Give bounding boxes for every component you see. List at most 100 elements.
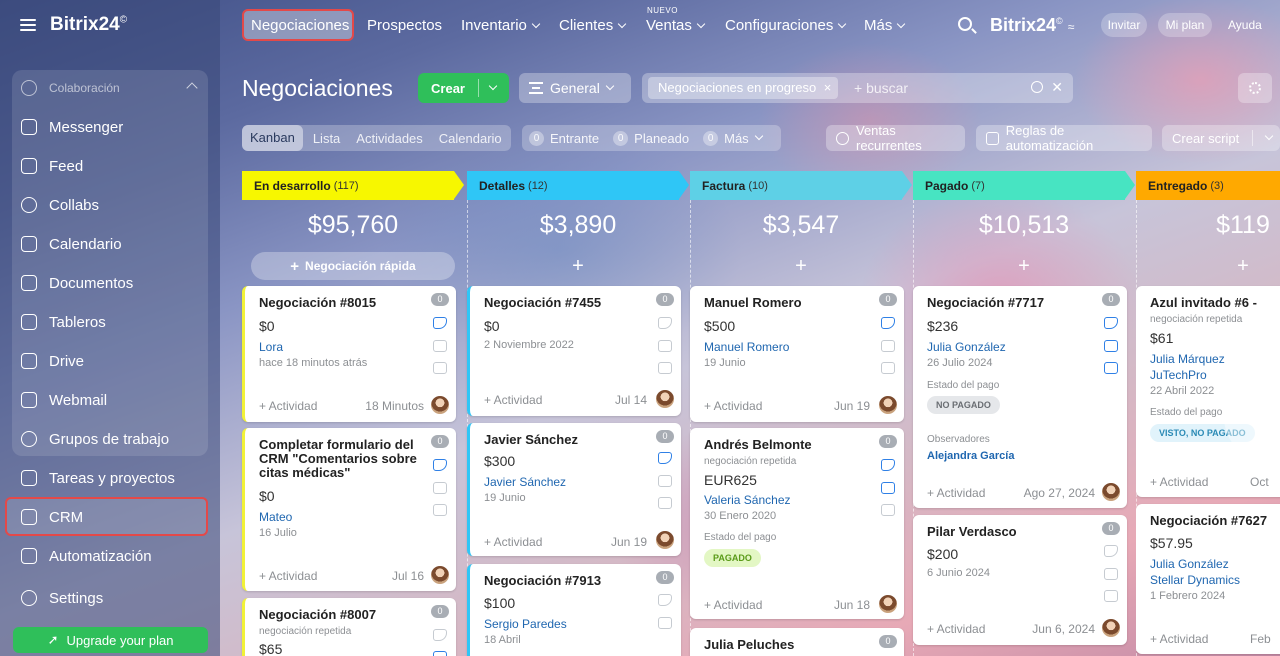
add-deal-button[interactable]: + bbox=[690, 256, 912, 277]
view-lista[interactable]: Lista bbox=[312, 130, 341, 146]
deal-card[interactable]: Negociación #7913 0 $100 Sergio Paredes … bbox=[467, 564, 681, 656]
sidebar-group-header[interactable]: Colaboración bbox=[12, 70, 208, 106]
avatar[interactable] bbox=[431, 396, 449, 414]
add-activity-link[interactable]: + Actividad bbox=[927, 622, 986, 636]
company-link[interactable]: Stellar Dynamics bbox=[1150, 573, 1241, 587]
counter-planeado[interactable]: 0 Planeado bbox=[613, 130, 689, 146]
mail-icon[interactable] bbox=[433, 340, 447, 352]
tab-clientes[interactable]: Clientes bbox=[559, 17, 627, 34]
phone-icon[interactable] bbox=[433, 317, 447, 329]
counter-entrante[interactable]: 0 Entrante bbox=[529, 130, 599, 146]
phone-icon[interactable] bbox=[433, 459, 447, 471]
help-link[interactable]: Ayuda bbox=[1228, 18, 1262, 32]
company-link[interactable]: JuTechPro bbox=[1150, 368, 1207, 382]
add-activity-link[interactable]: + Actividad bbox=[484, 535, 543, 549]
mail-icon[interactable] bbox=[658, 340, 672, 352]
sidebar-item-boards[interactable]: Tableros bbox=[12, 304, 208, 340]
observer-link[interactable]: Alejandra García bbox=[927, 450, 1015, 462]
upgrade-button[interactable]: ➚ Upgrade your plan bbox=[13, 627, 208, 653]
chat-icon[interactable] bbox=[658, 362, 672, 374]
chevron-up-icon[interactable] bbox=[186, 82, 198, 94]
close-icon[interactable]: ✕ bbox=[1051, 79, 1063, 95]
tab-mas[interactable]: Más bbox=[864, 17, 906, 34]
sidebar-item-settings[interactable]: Settings bbox=[12, 580, 208, 616]
add-deal-button[interactable]: + bbox=[1136, 256, 1280, 277]
avatar[interactable] bbox=[656, 390, 674, 408]
contact-link[interactable]: Manuel Romero bbox=[704, 340, 790, 354]
contact-link[interactable]: Julia González bbox=[1150, 557, 1229, 571]
sidebar-item-collabs[interactable]: Collabs bbox=[12, 187, 208, 223]
phone-icon[interactable] bbox=[1104, 545, 1118, 557]
contact-link[interactable]: Javier Sánchez bbox=[484, 475, 567, 489]
deal-card[interactable]: Negociación #7717 0 $236 Julia González … bbox=[913, 286, 1127, 508]
sidebar-item-documents[interactable]: Documentos bbox=[12, 265, 208, 301]
avatar[interactable] bbox=[656, 531, 674, 549]
view-kanban[interactable]: Kanban bbox=[242, 125, 303, 151]
contact-link[interactable]: Sergio Paredes bbox=[484, 617, 567, 631]
add-activity-link[interactable]: + Actividad bbox=[484, 393, 543, 407]
pipeline-select[interactable]: General bbox=[519, 73, 631, 103]
phone-icon[interactable] bbox=[433, 629, 447, 641]
add-activity-link[interactable]: + Actividad bbox=[259, 399, 318, 413]
close-icon[interactable]: × bbox=[823, 80, 832, 95]
view-calendario[interactable]: Calendario bbox=[438, 130, 502, 146]
filter-search[interactable]: Negociaciones en progreso × + buscar ✕ bbox=[642, 73, 1073, 103]
tab-configuraciones[interactable]: Configuraciones bbox=[725, 17, 847, 34]
stage-header[interactable]: En desarrollo (117) bbox=[242, 171, 464, 200]
sidebar-item-webmail[interactable]: Webmail bbox=[12, 382, 208, 418]
search-icon[interactable] bbox=[958, 17, 972, 31]
sidebar-item-calendar[interactable]: Calendario bbox=[12, 226, 208, 262]
deal-card[interactable]: Julia Peluches 0 bbox=[690, 628, 904, 656]
add-deal-button[interactable]: + bbox=[913, 256, 1135, 277]
search-input[interactable]: + buscar bbox=[854, 80, 909, 96]
phone-icon[interactable] bbox=[658, 594, 672, 606]
stage-header[interactable]: Entregado (3) bbox=[1136, 171, 1280, 200]
logo[interactable]: Bitrix24© bbox=[20, 14, 127, 36]
tab-inventario[interactable]: Inventario bbox=[461, 17, 541, 34]
phone-icon[interactable] bbox=[1104, 317, 1118, 329]
contact-link[interactable]: Mateo bbox=[259, 510, 293, 524]
chat-icon[interactable] bbox=[658, 497, 672, 509]
phone-icon[interactable] bbox=[658, 317, 672, 329]
settings-button[interactable] bbox=[1238, 73, 1272, 103]
phone-icon[interactable] bbox=[881, 459, 895, 471]
view-actividades[interactable]: Actividades bbox=[356, 130, 423, 146]
contact-link[interactable]: Julia González bbox=[927, 340, 1006, 354]
avatar[interactable] bbox=[879, 396, 897, 414]
chat-icon[interactable] bbox=[1104, 362, 1118, 374]
avatar[interactable] bbox=[431, 566, 449, 584]
search-icon[interactable] bbox=[1031, 81, 1044, 93]
add-activity-link[interactable]: + Actividad bbox=[704, 399, 763, 413]
mail-icon[interactable] bbox=[881, 482, 895, 494]
create-button[interactable]: Crear bbox=[418, 73, 509, 103]
sidebar-item-crm[interactable]: CRM bbox=[12, 499, 208, 535]
deal-card[interactable]: Negociación #8015 0 $0 Lora hace 18 minu… bbox=[242, 286, 456, 422]
create-script-button[interactable]: Crear script bbox=[1162, 125, 1280, 151]
mail-icon[interactable] bbox=[881, 340, 895, 352]
add-activity-link[interactable]: + Actividad bbox=[1150, 475, 1209, 489]
mail-icon[interactable] bbox=[433, 482, 447, 494]
add-activity-link[interactable]: + Actividad bbox=[704, 598, 763, 612]
deal-card[interactable]: Negociación #7455 0 $0 2 Noviembre 2022 … bbox=[467, 286, 681, 416]
counter-mas[interactable]: 0 Más bbox=[703, 130, 763, 146]
invite-button[interactable]: Invitar bbox=[1101, 13, 1147, 37]
sidebar-item-groups[interactable]: Grupos de trabajo bbox=[12, 421, 208, 457]
mail-icon[interactable] bbox=[658, 617, 672, 629]
phone-icon[interactable] bbox=[881, 317, 895, 329]
quick-deal-button[interactable]: + Negociación rápida bbox=[251, 252, 455, 280]
contact-link[interactable]: Lora bbox=[259, 340, 284, 354]
chat-icon[interactable] bbox=[881, 362, 895, 374]
mail-icon[interactable] bbox=[433, 651, 447, 656]
tab-ventas[interactable]: Ventas bbox=[646, 17, 706, 34]
recurring-sales-button[interactable]: Ventas recurrentes bbox=[826, 123, 965, 153]
deal-card[interactable]: Negociación #7627 $57.95 Julia González … bbox=[1136, 504, 1280, 654]
stage-header[interactable]: Factura (10) bbox=[690, 171, 912, 200]
sidebar-item-tasks[interactable]: Tareas y proyectos bbox=[12, 460, 208, 496]
add-activity-link[interactable]: + Actividad bbox=[1150, 632, 1209, 646]
filter-tag[interactable]: Negociaciones en progreso × bbox=[648, 77, 839, 99]
deal-card[interactable]: Javier Sánchez 0 $300 Javier Sánchez 19 … bbox=[467, 423, 681, 556]
chat-icon[interactable] bbox=[433, 504, 447, 516]
chat-icon[interactable] bbox=[881, 504, 895, 516]
deal-card[interactable]: Pilar Verdasco 0 $200 6 Junio 2024 + Act… bbox=[913, 515, 1127, 645]
sidebar-item-drive[interactable]: Drive bbox=[12, 343, 208, 379]
